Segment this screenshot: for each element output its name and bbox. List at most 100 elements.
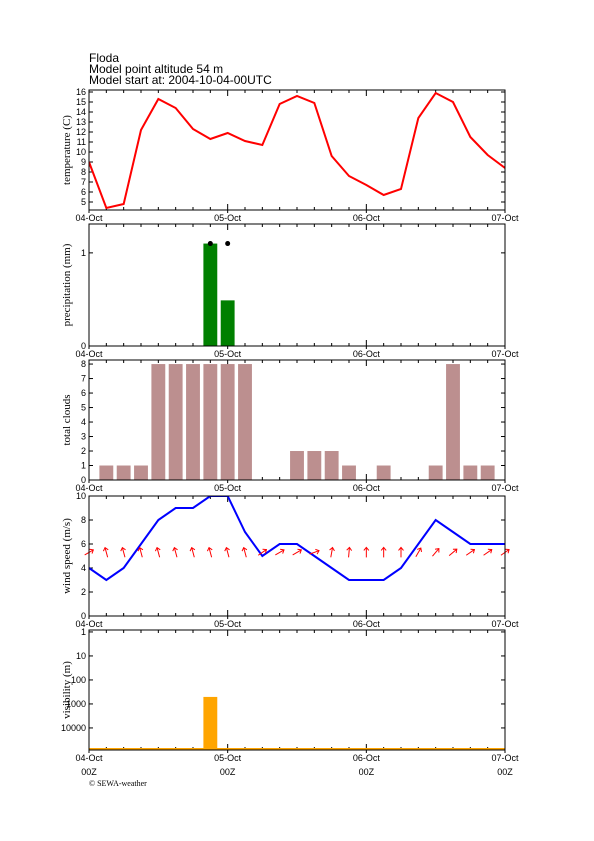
arrow-head — [346, 546, 353, 551]
y-tick-label: 10 — [76, 651, 86, 661]
bar — [324, 451, 339, 480]
x-tick-label: 05-Oct — [214, 349, 242, 359]
y-tick-label: 2 — [81, 446, 86, 456]
y-tick-label: 1 — [81, 627, 86, 637]
arrow-shaft — [104, 547, 109, 558]
frame — [88, 89, 506, 211]
y-tick-label: 5 — [81, 197, 86, 207]
bar — [463, 465, 478, 480]
arrow-head — [505, 548, 510, 554]
x-tick-label: 06-Oct — [353, 349, 381, 359]
arrow-head — [315, 548, 320, 555]
arrow-shaft — [156, 547, 161, 558]
frame — [88, 629, 506, 751]
model-start: Model start at: 2004-10-04-00UTC — [89, 73, 272, 87]
arrow-shaft — [432, 548, 440, 557]
x-tick-label: 05-Oct — [214, 213, 242, 223]
bar — [376, 465, 391, 480]
x-tick-label: 05-Oct — [214, 619, 242, 629]
arrow-head — [224, 546, 230, 552]
arrow-head — [280, 548, 285, 554]
x-tick-label: 06-Oct — [353, 753, 381, 763]
y-tick-label: 0 — [81, 475, 86, 485]
hour-label: 00Z — [220, 767, 236, 777]
x-tick-label: 06-Oct — [353, 213, 381, 223]
arrow-shaft — [465, 549, 475, 556]
arrow-shaft — [348, 547, 350, 558]
bar — [116, 465, 131, 480]
y-tick-label: 6 — [81, 187, 86, 197]
arrow-shaft — [309, 550, 320, 555]
y-axis-label: total clouds — [61, 394, 73, 445]
wind-arrow — [292, 548, 303, 556]
arrow-head — [89, 548, 95, 554]
bar — [186, 364, 200, 480]
frame — [88, 495, 506, 617]
arrow-shaft — [208, 547, 213, 558]
wind-arrow — [329, 546, 335, 558]
y-axis-label: visibility (m) — [61, 661, 73, 719]
wind-arrow — [483, 548, 493, 556]
y-axis-label: precipitation (mm) — [61, 243, 73, 326]
arrow-head — [470, 548, 476, 554]
y-tick-label: 2 — [81, 587, 86, 597]
arrow-head — [380, 546, 387, 551]
arrow-shaft — [173, 547, 178, 558]
altitude: Model point altitude 54 m — [89, 62, 223, 76]
x-tick-label: 06-Oct — [353, 619, 381, 629]
plot — [203, 243, 235, 346]
wind-arrow — [257, 548, 268, 556]
plot — [99, 364, 495, 480]
wind-arrow — [398, 546, 404, 558]
bar — [446, 364, 460, 480]
wind-arrow — [154, 546, 161, 558]
y-tick-label: 12 — [76, 127, 86, 137]
y-tick-label: 4 — [81, 563, 86, 573]
x-tick-label: 05-Oct — [214, 753, 242, 763]
arrow-shaft — [257, 549, 267, 556]
wind-arrow — [120, 546, 126, 558]
arrow-head — [329, 546, 335, 552]
wind-arrow — [309, 548, 320, 555]
y-tick-label: 10000 — [61, 723, 86, 733]
wind-arrow — [172, 546, 178, 558]
y-tick-label: 14 — [76, 107, 86, 117]
wind-arrow — [102, 546, 109, 558]
arrow-shaft — [191, 547, 195, 558]
y-tick-label: 100 — [71, 675, 86, 685]
line — [89, 91, 505, 210]
arrow-head — [120, 546, 126, 552]
y-tick-label: 6 — [81, 388, 86, 398]
copyright: © SEWA-weather — [89, 779, 147, 788]
x-tick-label: 05-Oct — [214, 483, 242, 493]
wind-arrow — [189, 546, 196, 558]
y-tick-label: 10 — [76, 491, 86, 501]
x-tick-label: 07-Oct — [491, 619, 519, 629]
arrow-head — [172, 546, 178, 552]
arrow-shaft — [448, 548, 458, 556]
bar — [203, 243, 218, 346]
x-tick-label: 07-Oct — [491, 753, 519, 763]
arrow-head — [189, 546, 196, 552]
arrow-head — [137, 546, 144, 552]
x-tick-label: 04-Oct — [75, 483, 103, 493]
arrow-head — [206, 546, 213, 552]
bar — [290, 451, 304, 480]
bar — [203, 364, 218, 480]
arrow-head — [452, 548, 458, 554]
plot — [89, 496, 505, 582]
y-axis-label: temperature (C) — [61, 115, 73, 185]
plot — [89, 91, 505, 210]
arrow-head — [154, 546, 161, 552]
location-title: Floda — [89, 51, 119, 65]
line — [89, 496, 505, 582]
bar — [168, 364, 183, 480]
bar — [428, 465, 443, 480]
arrow-head — [262, 548, 268, 554]
arrow-shaft — [275, 549, 285, 556]
x-tick-label: 07-Oct — [491, 349, 519, 359]
arrow-head — [416, 547, 422, 553]
arrow-shaft — [121, 547, 126, 558]
x-tick-label: 04-Oct — [75, 753, 103, 763]
wind-arrow — [346, 546, 353, 558]
